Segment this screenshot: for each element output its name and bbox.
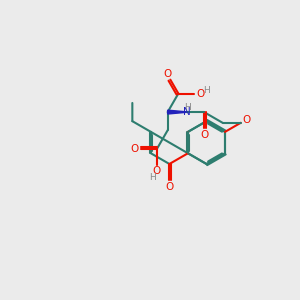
Text: O: O bbox=[242, 115, 250, 124]
Text: O: O bbox=[200, 130, 208, 140]
Text: O: O bbox=[130, 144, 139, 154]
Text: O: O bbox=[163, 69, 171, 79]
Polygon shape bbox=[168, 110, 186, 114]
Text: O: O bbox=[196, 88, 205, 98]
Text: H: H bbox=[149, 173, 156, 182]
Text: O: O bbox=[153, 167, 161, 176]
Text: H: H bbox=[203, 86, 210, 95]
Text: H: H bbox=[184, 103, 191, 112]
Text: O: O bbox=[165, 182, 173, 192]
Text: N: N bbox=[184, 107, 191, 117]
